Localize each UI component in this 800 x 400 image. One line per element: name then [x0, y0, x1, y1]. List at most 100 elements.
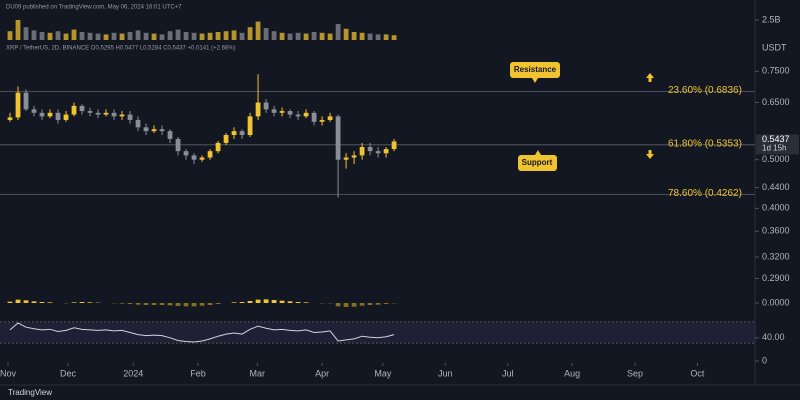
- x-tick-label: Nov: [0, 368, 16, 378]
- plot: 0.7500 0.6500 0.5000 0.4400 0.4000 0.3600 0.32…: [0, 14, 799, 378]
- macd-bar: [39, 302, 45, 303]
- candle-body: [55, 112, 61, 120]
- x-tick-label: Apr: [315, 368, 329, 378]
- volume-bar: [295, 32, 301, 40]
- macd-bar: [143, 303, 149, 305]
- candle-body: [31, 109, 37, 113]
- candle-body: [183, 151, 189, 156]
- candle-body: [263, 102, 269, 110]
- candle-body: [151, 129, 157, 132]
- y-tick-label: 0.0000: [762, 297, 790, 307]
- footer-logo: TradingView: [8, 388, 52, 397]
- volume-bar: [199, 33, 205, 40]
- macd-bar: [119, 303, 125, 304]
- volume-bar: [111, 32, 117, 40]
- volume-bar: [159, 34, 165, 40]
- candle-body: [215, 142, 221, 152]
- resistance-label: Resistance: [514, 65, 557, 74]
- y-tick-label: 0.3200: [762, 251, 790, 261]
- macd-bar: [343, 303, 349, 307]
- candle-body: [319, 119, 325, 122]
- volume-bar: [119, 33, 125, 40]
- volume-bar: [367, 33, 373, 40]
- x-tick-label: Aug: [564, 368, 580, 378]
- y-tick-label: 0: [762, 355, 767, 365]
- volume-bar: [207, 32, 213, 40]
- macd-bar: [159, 303, 165, 305]
- macd-bar: [31, 301, 37, 303]
- volume-bar: [287, 33, 293, 40]
- support-pointer: [535, 150, 541, 155]
- volume-bar: [127, 32, 133, 40]
- y-tick-label: 0.5000: [762, 154, 790, 164]
- candle-body: [15, 92, 21, 118]
- candle-body: [271, 109, 277, 113]
- candle-body: [47, 112, 53, 117]
- macd-bar: [71, 302, 77, 303]
- resistance-box: [510, 62, 560, 78]
- x-tick-label: 2024: [123, 368, 143, 378]
- volume-bar: [311, 32, 317, 40]
- macd-bar: [215, 303, 221, 304]
- candle-body: [391, 141, 397, 150]
- volume-bar: [175, 29, 181, 40]
- macd-bar: [367, 303, 373, 305]
- volume-bar: [327, 33, 333, 40]
- volume-bar: [47, 32, 53, 40]
- macd-bar: [255, 299, 261, 303]
- x-tick-label: Dec: [60, 368, 77, 378]
- candle-body: [335, 116, 341, 160]
- candle-body: [111, 112, 117, 117]
- candle-body: [199, 157, 205, 160]
- macd-bar: [335, 303, 341, 307]
- macd-bar: [207, 303, 213, 305]
- macd-bar: [199, 303, 205, 306]
- volume-bar: [143, 32, 149, 40]
- macd-bar: [191, 303, 197, 307]
- macd-bar: [231, 302, 237, 303]
- volume-bar: [383, 34, 389, 40]
- volume-bar: [351, 32, 357, 40]
- volume-bar: [231, 30, 237, 40]
- y-tick-label: 40.00: [762, 332, 785, 342]
- macd-bar: [127, 303, 133, 304]
- macd-bar: [239, 302, 245, 303]
- candle-body: [383, 149, 389, 154]
- x-tick-label: Feb: [190, 368, 206, 378]
- volume-bar: [63, 33, 69, 40]
- macd-bar: [271, 300, 277, 303]
- macd-bar: [167, 303, 173, 306]
- volume-bar: [167, 31, 173, 40]
- y-tick-label: 0.2900: [762, 273, 790, 283]
- candle-body: [175, 138, 181, 152]
- candle-body: [159, 129, 165, 132]
- x-tick-label: Mar: [250, 368, 266, 378]
- x-tick-label: Jun: [438, 368, 453, 378]
- macd-bar: [279, 300, 285, 303]
- candle-body: [79, 105, 85, 112]
- candle-body: [167, 131, 173, 139]
- candle-body: [39, 112, 45, 117]
- macd-bar: [23, 300, 29, 303]
- volume-bar: [55, 31, 61, 40]
- publisher: DU09 published on TradingView.com, May 0…: [6, 5, 182, 11]
- volume-bar: [239, 32, 245, 40]
- candle-body: [87, 111, 93, 113]
- volume-bar: [247, 27, 253, 40]
- down-arrow: [646, 150, 654, 159]
- candle-body: [295, 114, 301, 117]
- volume-bar: [215, 32, 221, 40]
- fib-label: 78.60% (0.4262): [668, 188, 742, 199]
- macd-bar: [7, 301, 13, 303]
- fib-label: 61.80% (0.5353): [668, 138, 742, 149]
- candle-body: [359, 146, 365, 156]
- volume-bar: [103, 34, 109, 40]
- rsi-band: [0, 321, 755, 344]
- support-label: Support: [522, 158, 553, 167]
- macd-bar: [375, 303, 381, 305]
- volume-bar: [255, 21, 261, 40]
- volume-bar: [375, 34, 381, 40]
- macd-bar: [175, 303, 181, 306]
- macd-bar: [303, 302, 309, 303]
- x-tick-label: May: [374, 368, 392, 378]
